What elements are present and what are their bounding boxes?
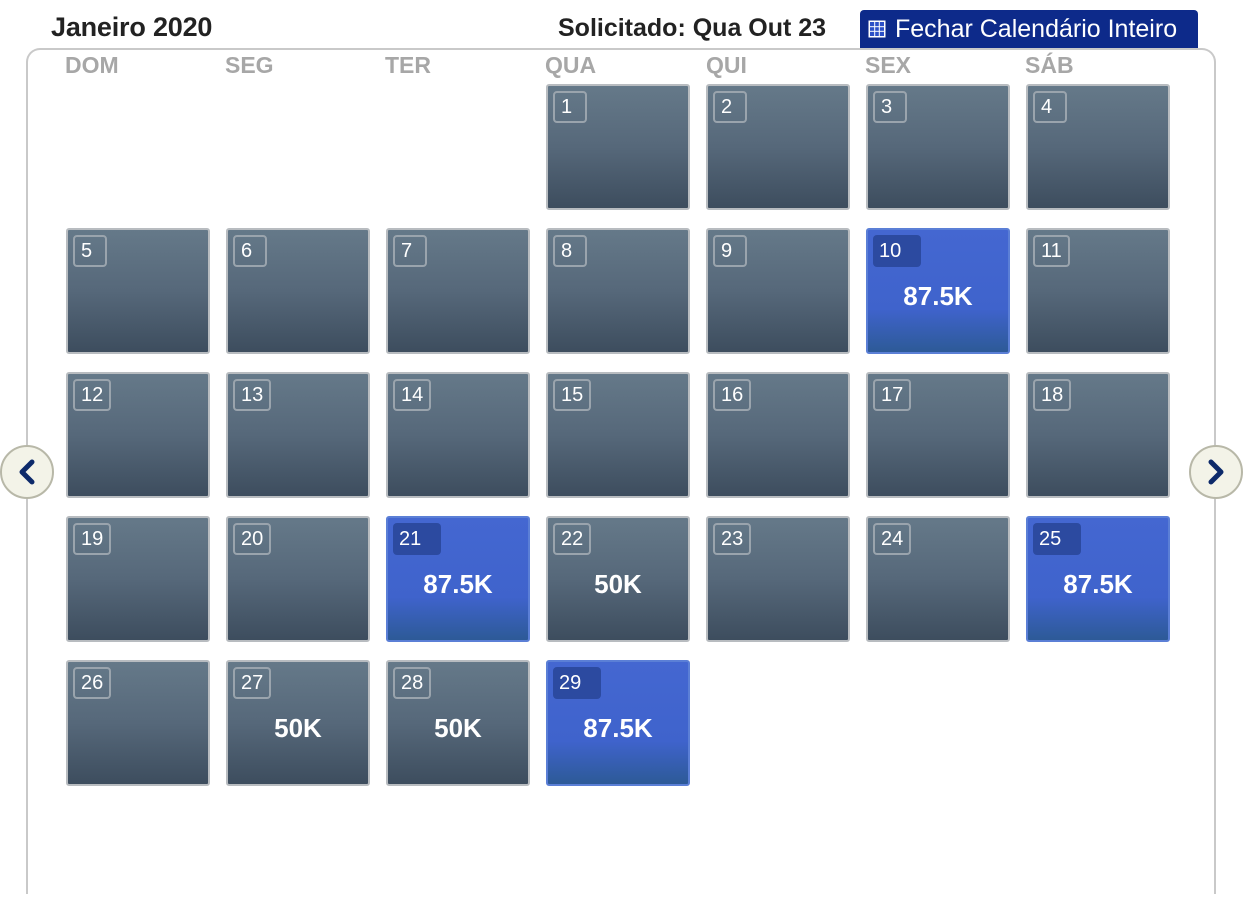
day-number: 17 [873, 379, 912, 411]
calendar-day-cell[interactable]: 25 87.5K [1026, 516, 1170, 642]
day-price: 50K [594, 569, 642, 599]
day-number: 18 [1033, 379, 1072, 411]
day-number: 25 [1033, 523, 1081, 555]
day-number: 8 [553, 235, 587, 267]
weekday-label: SEX [865, 52, 912, 78]
weekday-label: SÁB [1025, 52, 1074, 78]
day-number: 2 [713, 91, 747, 123]
day-number: 15 [553, 379, 592, 411]
day-number: 9 [713, 235, 747, 267]
close-calendar-button[interactable]: Fechar Calendário Inteiro [860, 10, 1198, 48]
requested-date: Solicitado: Qua Out 23 [558, 14, 827, 42]
day-number: 24 [873, 523, 912, 555]
calendar-day-cell[interactable]: 21 87.5K [386, 516, 530, 642]
day-number: 12 [73, 379, 112, 411]
day-price: 87.5K [903, 281, 973, 311]
weekday-label: QUI [706, 52, 747, 78]
day-number: 22 [553, 523, 592, 555]
weekday-label: QUA [545, 52, 597, 78]
day-number: 13 [233, 379, 272, 411]
calendar-day-cell[interactable]: 3 [866, 84, 1010, 210]
day-number: 21 [393, 523, 441, 555]
day-number: 26 [73, 667, 112, 699]
calendar-day-cell[interactable]: 4 [1026, 84, 1170, 210]
prev-month-button[interactable] [0, 445, 54, 499]
day-price: 87.5K [423, 569, 493, 599]
next-month-button[interactable] [1189, 445, 1243, 499]
calendar-day-cell[interactable]: 24 [866, 516, 1010, 642]
day-number: 27 [233, 667, 272, 699]
day-price: 50K [434, 713, 482, 743]
calendar-day-cell[interactable]: 26 [66, 660, 210, 786]
calendar-day-cell[interactable]: 11 [1026, 228, 1170, 354]
chevron-left-icon [19, 459, 35, 485]
close-calendar-label: Fechar Calendário Inteiro [895, 14, 1178, 43]
day-price: 50K [274, 713, 322, 743]
day-number: 7 [393, 235, 427, 267]
calendar-day-cell[interactable]: 2 [706, 84, 850, 210]
day-number: 16 [713, 379, 752, 411]
calendar-day-cell[interactable]: 16 [706, 372, 850, 498]
calendar-day-cell[interactable]: 6 [226, 228, 370, 354]
weekday-label: DOM [65, 52, 119, 78]
day-number: 28 [393, 667, 432, 699]
calendar-day-cell[interactable]: 29 87.5K [546, 660, 690, 786]
calendar-day-cell[interactable]: 8 [546, 228, 690, 354]
day-number: 1 [553, 91, 587, 123]
calendar-day-cell[interactable]: 13 [226, 372, 370, 498]
day-price: 87.5K [1063, 569, 1133, 599]
calendar-day-cell[interactable]: 28 50K [386, 660, 530, 786]
calendar-day-cell[interactable]: 23 [706, 516, 850, 642]
weekday-label: SEG [225, 52, 274, 78]
day-number: 5 [73, 235, 107, 267]
calendar-day-cell[interactable]: 15 [546, 372, 690, 498]
day-number: 11 [1033, 235, 1070, 267]
day-number: 10 [873, 235, 921, 267]
calendar-day-cell[interactable]: 9 [706, 228, 850, 354]
day-price: 87.5K [583, 713, 653, 743]
month-title: Janeiro 2020 [51, 12, 213, 42]
calendar-day-cell[interactable]: 27 50K [226, 660, 370, 786]
day-number: 23 [713, 523, 752, 555]
calendar-day-cell[interactable]: 1 [546, 84, 690, 210]
day-number: 4 [1033, 91, 1067, 123]
calendar-day-cell[interactable]: 14 [386, 372, 530, 498]
calendar-day-cell[interactable]: 18 [1026, 372, 1170, 498]
day-number: 19 [73, 523, 112, 555]
calendar-day-cell[interactable]: 19 [66, 516, 210, 642]
calendar-day-cell[interactable]: 7 [386, 228, 530, 354]
day-number: 29 [553, 667, 601, 699]
weekday-label: TER [385, 52, 431, 78]
grid-icon [868, 20, 886, 38]
day-number: 14 [393, 379, 432, 411]
calendar-day-cell[interactable]: 10 87.5K [866, 228, 1010, 354]
calendar-day-cell[interactable]: 20 [226, 516, 370, 642]
day-number: 6 [233, 235, 267, 267]
day-number: 3 [873, 91, 907, 123]
calendar-day-cell[interactable]: 5 [66, 228, 210, 354]
calendar-day-cell[interactable]: 17 [866, 372, 1010, 498]
day-number: 20 [233, 523, 272, 555]
calendar-day-cell[interactable]: 22 50K [546, 516, 690, 642]
calendar-day-cell[interactable]: 12 [66, 372, 210, 498]
chevron-right-icon [1208, 459, 1224, 485]
